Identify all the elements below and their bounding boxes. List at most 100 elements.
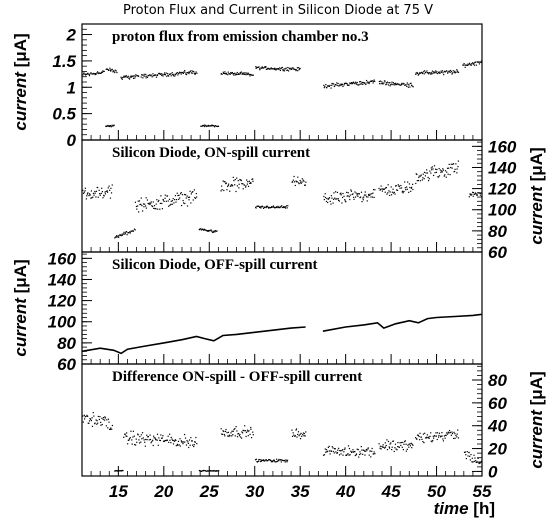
y-tick-label: 120 — [488, 180, 517, 199]
panel-data — [82, 160, 482, 239]
data-point — [237, 180, 239, 182]
data-point — [267, 207, 270, 209]
data-point — [344, 199, 346, 201]
data-point — [109, 126, 111, 128]
data-point — [174, 199, 176, 201]
data-point — [144, 75, 146, 77]
data-point — [126, 432, 128, 434]
data-point — [463, 62, 465, 65]
data-point — [132, 430, 135, 432]
data-point — [474, 61, 476, 64]
panel-data — [82, 60, 482, 128]
data-point — [167, 73, 169, 75]
data-point — [129, 231, 131, 233]
data-point — [161, 437, 163, 439]
data-point — [457, 166, 459, 168]
data-point — [191, 440, 193, 442]
data-point — [398, 446, 400, 449]
data-point — [110, 192, 113, 194]
data-point — [447, 173, 449, 175]
data-point — [185, 197, 187, 199]
data-point — [127, 443, 129, 445]
data-point — [289, 68, 291, 70]
data-point — [211, 124, 213, 126]
data-point — [345, 454, 347, 457]
data-point — [419, 72, 421, 74]
data-point — [328, 197, 331, 199]
data-point — [178, 72, 180, 75]
data-point — [156, 199, 158, 201]
data-point — [382, 444, 384, 446]
data-point — [83, 418, 86, 420]
data-point — [383, 188, 385, 190]
data-point — [394, 193, 396, 195]
data-point — [241, 73, 243, 75]
data-point — [401, 446, 403, 448]
data-point — [223, 72, 226, 75]
data-point — [215, 230, 217, 232]
data-point — [168, 205, 170, 207]
data-point — [241, 72, 244, 74]
data-point — [344, 447, 346, 449]
data-point — [355, 82, 357, 84]
data-point — [111, 124, 113, 126]
data-point — [132, 436, 134, 438]
data-point — [231, 184, 233, 186]
data-point — [161, 202, 163, 205]
data-point — [444, 71, 447, 73]
data-point — [280, 68, 282, 70]
data-point — [410, 442, 412, 444]
data-point — [236, 436, 239, 438]
data-point — [383, 82, 385, 84]
data-point — [193, 189, 195, 191]
data-point — [140, 441, 142, 443]
data-point — [430, 73, 432, 75]
data-point — [408, 183, 411, 185]
data-point — [395, 189, 398, 191]
data-point — [440, 70, 442, 72]
data-point — [358, 84, 360, 86]
data-point — [389, 443, 391, 445]
data-point — [232, 185, 234, 187]
data-point — [187, 196, 190, 199]
data-point — [409, 82, 411, 85]
data-point — [173, 440, 176, 442]
data-point — [204, 470, 206, 472]
data-point — [156, 439, 158, 441]
data-point — [426, 172, 429, 174]
data-point — [150, 201, 152, 203]
data-point — [145, 207, 147, 209]
data-point — [291, 429, 293, 431]
data-point — [365, 196, 368, 198]
data-point — [208, 230, 211, 232]
data-point — [477, 457, 479, 459]
y-axis-label: current [μA] — [11, 33, 30, 130]
data-point — [416, 72, 419, 74]
data-point — [208, 125, 210, 127]
data-point — [234, 435, 236, 437]
data-point — [117, 235, 119, 237]
data-point — [140, 197, 142, 199]
data-point — [437, 176, 440, 178]
data-point — [379, 83, 381, 85]
data-point — [416, 71, 418, 74]
data-point — [388, 82, 390, 84]
data-point — [277, 459, 280, 462]
data-point — [175, 439, 177, 442]
data-point — [400, 444, 402, 447]
data-point — [196, 442, 198, 445]
data-point — [298, 435, 300, 437]
data-point — [457, 160, 460, 162]
data-point — [82, 189, 84, 191]
data-point — [405, 450, 407, 452]
data-point — [98, 418, 101, 421]
data-point — [269, 206, 272, 209]
data-point — [333, 448, 336, 450]
data-point — [239, 71, 241, 74]
data-point — [481, 460, 482, 462]
data-point — [205, 229, 207, 231]
data-point — [223, 181, 225, 183]
data-point — [259, 69, 261, 71]
data-point — [454, 437, 456, 439]
